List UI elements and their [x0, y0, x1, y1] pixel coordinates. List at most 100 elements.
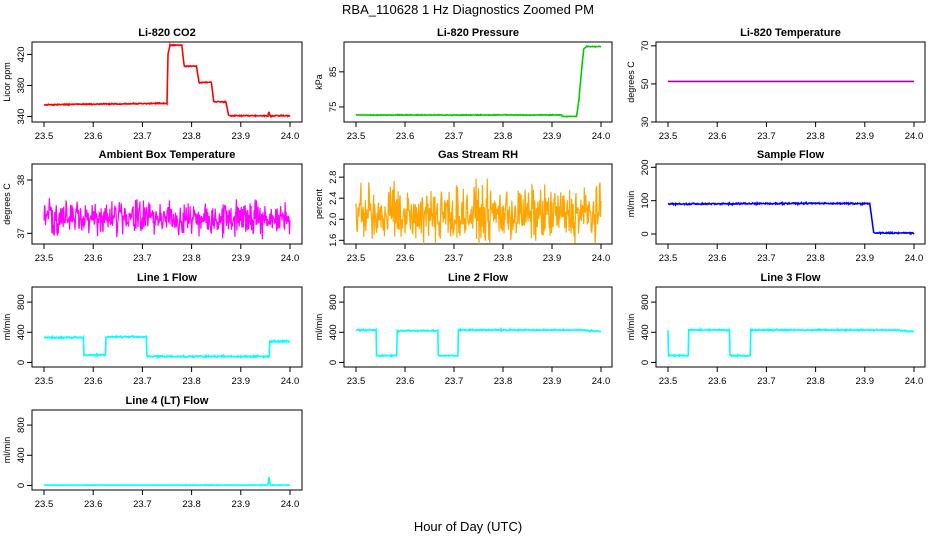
y-axis-label: ml/min [2, 314, 12, 341]
x-tick-label: 24.0 [281, 499, 300, 510]
x-tick-label: 23.6 [396, 376, 415, 387]
y-tick-label: 100 [640, 193, 651, 209]
x-tick-label: 23.6 [396, 253, 415, 264]
x-tick-label: 23.5 [659, 376, 678, 387]
x-tick-label: 24.0 [905, 131, 924, 142]
x-tick-label: 23.7 [757, 253, 776, 264]
panel-5: Sample Flow 23.5 23.6 23.7 23.8 23.9 24.0 0 100 2… [626, 149, 926, 264]
panel-title: Line 4 (LT) Flow [126, 395, 209, 407]
series-line [667, 200, 915, 236]
x-tick-label: 23.5 [347, 253, 366, 264]
figure-title: RBA_110628 1 Hz Diagnostics Zoomed PM [342, 2, 594, 17]
x-tick-label: 23.9 [232, 376, 251, 387]
x-tick-label: 23.6 [708, 376, 727, 387]
y-axis-label: kPa [314, 74, 324, 90]
x-tick-label: 24.0 [592, 376, 611, 387]
series-line [43, 334, 291, 359]
x-tick-label: 23.7 [757, 376, 776, 387]
y-tick-label: 0 [640, 231, 651, 236]
x-tick-label: 24.0 [905, 376, 924, 387]
plot-frame [655, 286, 926, 368]
y-axis-label: ml/min [314, 314, 324, 341]
x-tick-label: 23.8 [182, 499, 201, 510]
y-tick-label: 800 [16, 294, 27, 310]
y-tick-label: 420 [16, 46, 27, 62]
x-tick-label: 23.5 [35, 376, 54, 387]
y-tick-label: 1.6 [328, 234, 339, 247]
x-tick-label: 23.6 [708, 253, 727, 264]
plot-frame [31, 163, 303, 245]
y-axis-label: ml/min [2, 437, 12, 464]
plot-frame [343, 286, 613, 368]
x-tick-label: 23.8 [494, 253, 513, 264]
x-tick-label: 23.8 [494, 376, 513, 387]
panel-title: Sample Flow [757, 149, 825, 161]
x-tick-label: 23.7 [133, 131, 152, 142]
plot-frame [343, 41, 613, 123]
x-tick-label: 23.9 [856, 376, 875, 387]
y-tick-label: 2.4 [328, 192, 339, 205]
x-tick-label: 23.9 [232, 131, 251, 142]
plot-frame [655, 41, 926, 123]
plot-frame [343, 163, 613, 245]
y-tick-label: 400 [16, 447, 27, 463]
y-tick-label: 200 [640, 159, 651, 175]
y-axis-label: percent [314, 188, 324, 219]
x-tick-label: 23.6 [84, 499, 103, 510]
panel-title: Li-820 Pressure [437, 27, 519, 39]
x-tick-label: 23.9 [543, 376, 562, 387]
plot-frame [31, 286, 303, 368]
x-tick-label: 23.9 [543, 253, 562, 264]
x-tick-label: 23.5 [35, 253, 54, 264]
x-tick-label: 24.0 [592, 131, 611, 142]
x-tick-label: 23.9 [232, 499, 251, 510]
y-tick-label: 400 [328, 324, 339, 340]
plot-frame [31, 41, 303, 123]
x-tick-label: 23.8 [182, 376, 201, 387]
panel-6: Line 1 Flow 23.5 23.6 23.7 23.8 23.9 24.0 0 400 8… [2, 272, 303, 387]
x-tick-label: 23.5 [347, 131, 366, 142]
y-tick-label: 400 [16, 324, 27, 340]
series-line [43, 198, 291, 240]
x-tick-label: 24.0 [905, 253, 924, 264]
x-tick-label: 24.0 [592, 253, 611, 264]
plot-frame [31, 409, 303, 491]
x-tick-label: 23.8 [806, 376, 825, 387]
x-tick-label: 23.5 [659, 253, 678, 264]
y-tick-label: 380 [16, 78, 27, 94]
x-tick-label: 24.0 [281, 253, 300, 264]
y-tick-label: 400 [640, 324, 651, 340]
y-tick-label: 30 [640, 117, 651, 128]
y-tick-label: 0 [16, 360, 27, 365]
y-tick-label: 340 [16, 109, 27, 125]
x-tick-label: 24.0 [281, 376, 300, 387]
x-tick-label: 23.8 [806, 253, 825, 264]
panel-0: Li-820 CO2 23.5 23.6 23.7 23.8 23.9 24.0 340 380… [2, 27, 303, 142]
series-line [355, 326, 602, 358]
panel-8: Line 3 Flow 23.5 23.6 23.7 23.8 23.9 24.0 0 400 8… [626, 272, 926, 387]
panel-3: Ambient Box Temperature 23.5 23.6 23.7 23.8 2… [2, 149, 303, 264]
panel-9: Line 4 (LT) Flow 23.5 23.6 23.7 23.8 23.9 24.0… [2, 395, 303, 510]
y-tick-label: 75 [328, 102, 339, 113]
panel-7: Line 2 Flow 23.5 23.6 23.7 23.8 23.9 24.0 0 400 8… [314, 272, 613, 387]
panel-1: Li-820 Pressure 23.5 23.6 23.7 23.8 23.9 24.0 7… [314, 27, 613, 142]
x-tick-label: 24.0 [281, 131, 300, 142]
y-axis-label: ml/min [626, 191, 636, 218]
y-axis-label: degrees C [626, 61, 636, 103]
x-tick-label: 23.5 [35, 131, 54, 142]
y-tick-label: 0 [328, 360, 339, 365]
panel-title: Li-820 CO2 [138, 27, 195, 39]
x-tick-label: 23.6 [84, 253, 103, 264]
panel-title: Gas Stream RH [438, 149, 518, 161]
x-tick-label: 23.6 [396, 131, 415, 142]
panel-title: Li-820 Temperature [740, 27, 841, 39]
y-tick-label: 50 [640, 79, 651, 90]
series-line [43, 41, 291, 119]
x-tick-label: 23.9 [543, 131, 562, 142]
x-tick-label: 23.8 [182, 131, 201, 142]
x-tick-label: 23.7 [133, 253, 152, 264]
y-tick-label: 800 [328, 294, 339, 310]
plot-frame [655, 163, 926, 245]
y-axis-label: degrees C [2, 183, 12, 225]
